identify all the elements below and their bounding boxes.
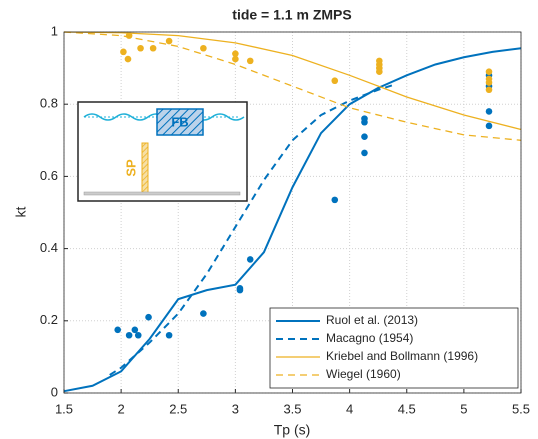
screen-pile xyxy=(141,142,149,194)
data-point xyxy=(200,44,207,52)
data-point xyxy=(125,32,133,39)
data-point xyxy=(134,331,142,339)
sp-label: SP xyxy=(123,159,138,177)
x-tick-label: 3 xyxy=(232,401,239,416)
series-line xyxy=(63,31,522,131)
data-point xyxy=(246,256,254,263)
legend-label: Ruol et al. (2013) xyxy=(326,313,418,327)
data-point xyxy=(236,286,244,294)
y-tick-label: 0.2 xyxy=(40,312,58,327)
legend-label: Wiegel (1960) xyxy=(326,367,401,381)
x-tick-label: 2 xyxy=(118,401,125,416)
x-tick-label: 1.5 xyxy=(55,401,73,416)
x-tick-label: 5.5 xyxy=(512,401,530,416)
data-point xyxy=(165,331,173,339)
data-point xyxy=(485,108,493,115)
data-point xyxy=(361,115,368,122)
data-point xyxy=(137,44,144,52)
x-tick-label: 5 xyxy=(460,401,467,416)
data-point xyxy=(485,79,493,86)
legend-label: Macagno (1954) xyxy=(326,331,413,345)
fb-label: FB xyxy=(171,114,188,129)
y-axis-label: kt xyxy=(13,206,29,217)
y-tick-label: 0 xyxy=(51,384,58,399)
data-point xyxy=(125,331,133,339)
series-line xyxy=(109,83,396,376)
data-point xyxy=(361,133,368,140)
x-axis-label: Tp (s) xyxy=(274,422,311,438)
y-tick-label: 0.8 xyxy=(40,96,58,111)
data-point xyxy=(376,68,383,76)
x-tick-label: 4.5 xyxy=(398,401,416,416)
floating-breakwater xyxy=(156,108,204,136)
chart-title: tide = 1.1 m ZMPS xyxy=(232,7,351,23)
inset: FB SP xyxy=(77,101,248,202)
data-point xyxy=(361,149,368,157)
data-point xyxy=(114,326,121,334)
data-point xyxy=(120,48,127,56)
data-point xyxy=(232,55,239,63)
data-point xyxy=(232,50,239,57)
x-tick-label: 2.5 xyxy=(169,401,187,416)
seabed xyxy=(83,191,241,196)
y-tick-label: 0.4 xyxy=(40,240,58,255)
data-point xyxy=(165,37,173,45)
data-point xyxy=(131,326,139,334)
data-point xyxy=(331,77,339,85)
data-point xyxy=(145,313,152,321)
data-point xyxy=(331,196,339,204)
data-point xyxy=(124,55,132,63)
data-point xyxy=(376,57,383,65)
legend-label: Kriebel and Bollmann (1996) xyxy=(326,349,478,363)
x-tick-label: 3.5 xyxy=(283,401,301,416)
data-point xyxy=(485,122,493,130)
series-line xyxy=(63,31,522,141)
y-tick-label: 1 xyxy=(51,23,58,38)
y-tick-label: 0.6 xyxy=(40,168,58,183)
data-point xyxy=(485,68,493,76)
x-tick-label: 4 xyxy=(346,401,353,416)
data-point xyxy=(485,86,493,94)
axes-box xyxy=(63,31,522,394)
data-point xyxy=(200,310,207,317)
data-point xyxy=(246,57,254,65)
data-point xyxy=(149,44,157,52)
